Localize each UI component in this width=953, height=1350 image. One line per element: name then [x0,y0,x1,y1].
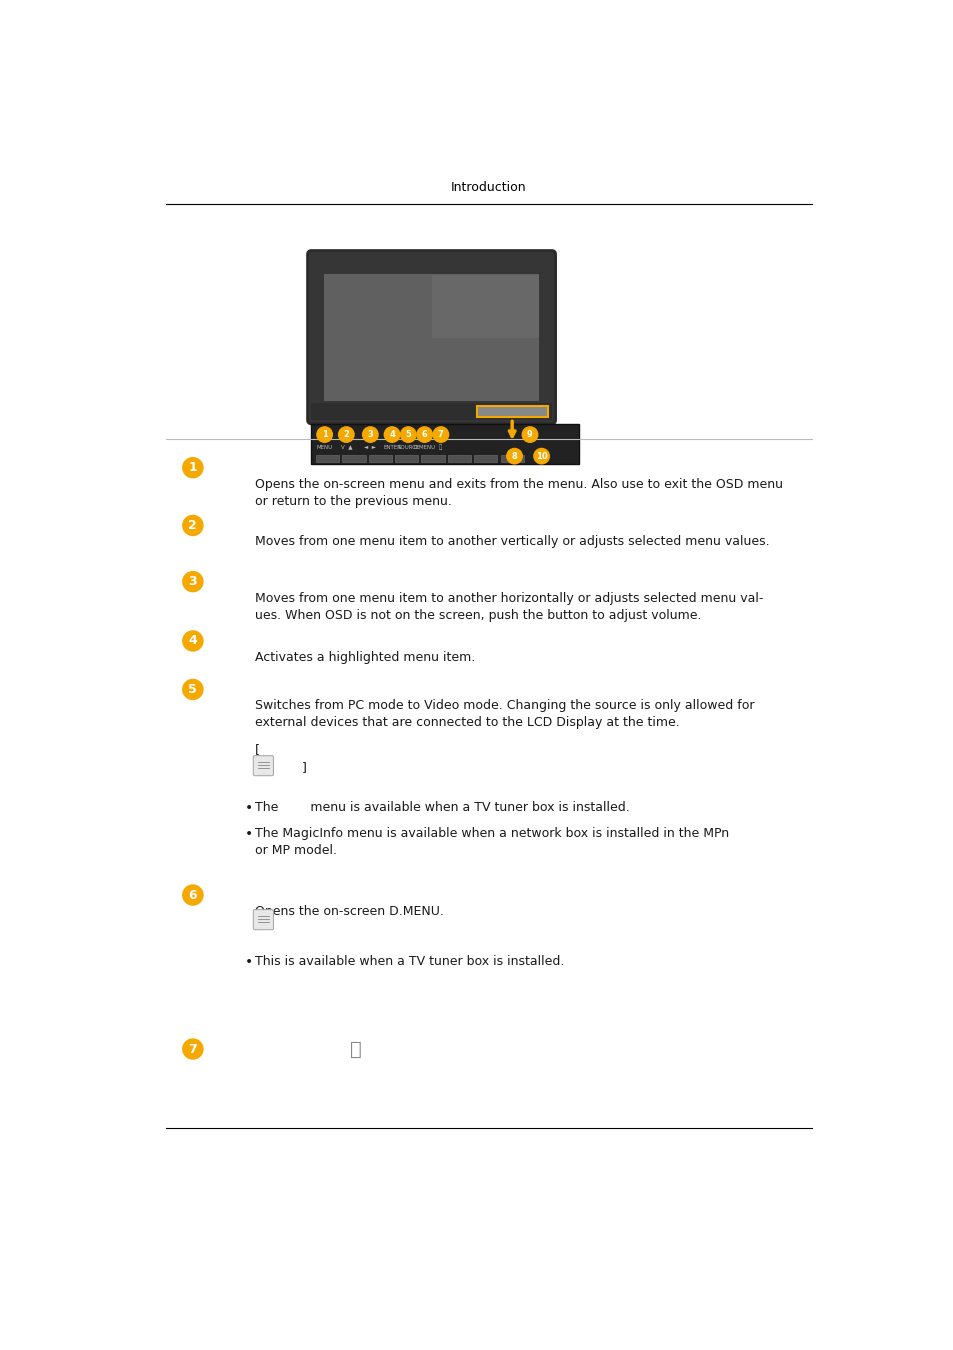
Circle shape [183,458,203,478]
Text: 8: 8 [511,452,517,460]
Text: 4: 4 [189,634,197,648]
Text: Opens the on-screen menu and exits from the menu. Also use to exit the OSD menu
: Opens the on-screen menu and exits from … [254,478,782,508]
Circle shape [338,427,354,443]
Text: The        menu is available when a TV tuner box is installed.: The menu is available when a TV tuner bo… [254,801,629,814]
Text: [: [ [254,744,259,756]
Text: Switches from PC mode to Video mode. Changing the source is only allowed for
ext: Switches from PC mode to Video mode. Cha… [254,699,754,729]
Text: 3: 3 [367,431,373,439]
Text: 4: 4 [389,431,395,439]
Text: 3: 3 [189,575,197,589]
Circle shape [183,630,203,651]
Text: 2: 2 [343,431,349,439]
Text: D.MENU: D.MENU [413,444,436,450]
Bar [395,455,418,462]
Bar [474,455,497,462]
Circle shape [400,427,416,443]
Text: 10: 10 [536,452,547,460]
Bar [311,424,578,464]
Text: Activates a highlighted menu item.: Activates a highlighted menu item. [254,651,475,664]
Circle shape [534,448,549,464]
FancyBboxPatch shape [253,756,274,776]
Bar [476,406,546,416]
Text: •: • [245,954,253,969]
Circle shape [183,886,203,904]
Text: 6: 6 [421,431,427,439]
Text: ⏻: ⏻ [438,444,442,450]
Text: Introduction: Introduction [451,181,526,194]
Text: Moves from one menu item to another horizontally or adjusts selected menu val-
u: Moves from one menu item to another hori… [254,591,762,621]
Text: Moves from one menu item to another vertically or adjusts selected menu values.: Moves from one menu item to another vert… [254,536,769,548]
Circle shape [362,427,377,443]
FancyBboxPatch shape [307,251,555,424]
Circle shape [416,427,432,443]
Circle shape [521,427,537,443]
Bar [369,455,392,462]
Circle shape [384,427,399,443]
Text: •: • [245,826,253,841]
Text: 9: 9 [527,431,533,439]
Text: 7: 7 [437,431,443,439]
Bar [311,404,551,420]
Text: 1: 1 [189,462,197,474]
Text: 5: 5 [405,431,411,439]
Bar [476,406,547,417]
Text: SOURCE: SOURCE [396,444,419,450]
Text: 1: 1 [321,431,327,439]
Circle shape [183,516,203,536]
Text: This is available when a TV tuner box is installed.: This is available when a TV tuner box is… [254,954,563,968]
Text: MENU: MENU [316,444,333,450]
Text: V  ▲: V ▲ [340,444,352,450]
Text: 6: 6 [189,888,197,902]
Circle shape [433,427,448,443]
Text: The MagicInfo menu is available when a network box is installed in the MPn
or MP: The MagicInfo menu is available when a n… [254,826,728,856]
Circle shape [316,427,332,443]
Bar [323,274,538,401]
Text: 7: 7 [189,1042,197,1056]
Bar [447,455,471,462]
Bar [431,275,538,339]
Circle shape [506,448,521,464]
Bar [500,455,523,462]
Circle shape [183,679,203,699]
Text: 2: 2 [189,518,197,532]
Bar [342,455,365,462]
Text: ◄  ►: ◄ ► [364,444,375,450]
Bar [315,455,339,462]
Text: •: • [245,801,253,815]
Bar [421,455,444,462]
Text: ENTER: ENTER [383,444,400,450]
Text: 5: 5 [189,683,197,697]
FancyBboxPatch shape [253,910,274,930]
Text: ⏻: ⏻ [350,1040,361,1058]
Text: ]: ] [301,761,306,774]
Circle shape [183,571,203,591]
Text: Opens the on-screen D.MENU.: Opens the on-screen D.MENU. [254,904,443,918]
Circle shape [183,1040,203,1058]
